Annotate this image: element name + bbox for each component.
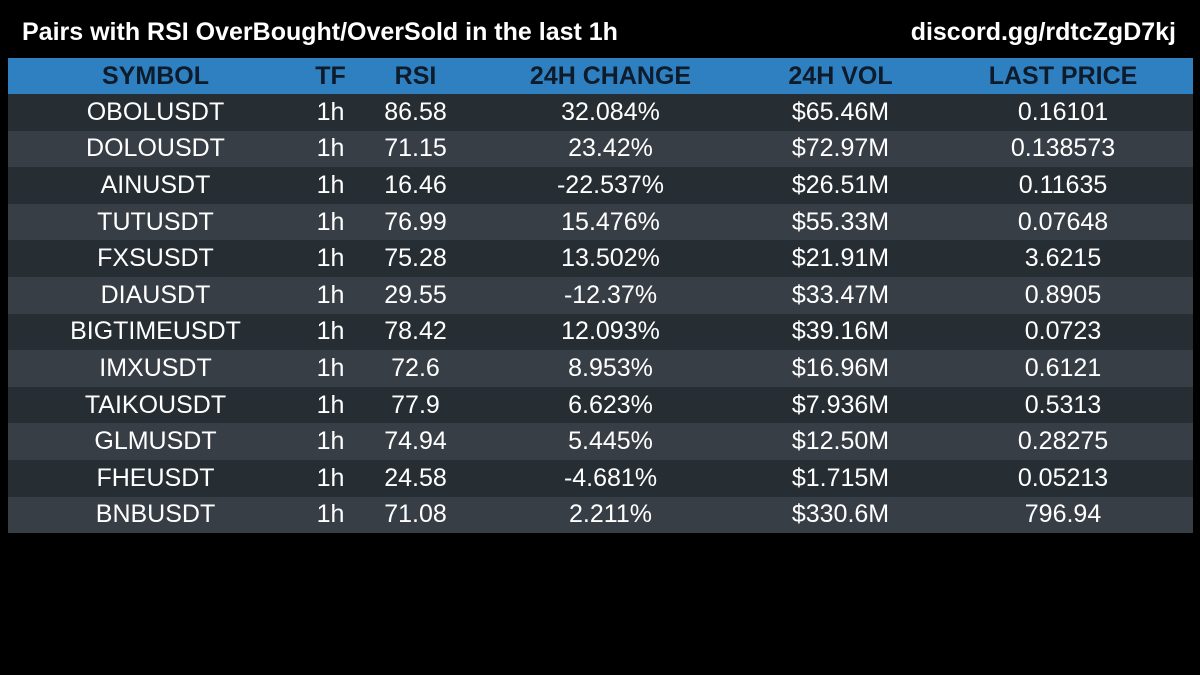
symbol-cell: GLMUSDT — [8, 423, 303, 460]
change-cell: -4.681% — [473, 459, 748, 497]
symbol-cell: TAIKOUSDT — [8, 386, 303, 424]
price-cell: 0.05213 — [933, 459, 1193, 497]
timeframe-cell: 1h — [303, 94, 358, 131]
table-header-row: SYMBOL TF RSI 24H CHANGE 24H VOL LAST PR… — [8, 58, 1193, 94]
table-row: OBOLUSDT 1h 86.58 32.084% $65.46M 0.16101 — [8, 94, 1193, 131]
volume-cell: $72.97M — [748, 130, 933, 168]
price-cell: 0.07648 — [933, 203, 1193, 241]
volume-cell: $21.91M — [748, 240, 933, 277]
change-cell: 8.953% — [473, 350, 748, 387]
change-cell: -22.537% — [473, 167, 748, 204]
table-row: IMXUSDT 1h 72.6 8.953% $16.96M 0.6121 — [8, 350, 1193, 387]
table-row: TUTUSDT 1h 76.99 15.476% $55.33M 0.07648 — [8, 203, 1193, 241]
volume-cell: $16.96M — [748, 350, 933, 387]
volume-cell: $33.47M — [748, 276, 933, 314]
volume-cell: $12.50M — [748, 423, 933, 460]
pairs-table: SYMBOL TF RSI 24H CHANGE 24H VOL LAST PR… — [8, 58, 1193, 534]
change-cell: 15.476% — [473, 203, 748, 241]
volume-cell: $39.16M — [748, 313, 933, 351]
price-cell: 0.8905 — [933, 276, 1193, 314]
change-cell: 6.623% — [473, 386, 748, 424]
price-cell: 3.6215 — [933, 240, 1193, 277]
price-cell: 796.94 — [933, 496, 1193, 534]
symbol-cell: FXSUSDT — [8, 240, 303, 277]
timeframe-cell: 1h — [303, 386, 358, 424]
column-header-rsi[interactable]: RSI — [358, 58, 473, 94]
symbol-cell: BNBUSDT — [8, 496, 303, 534]
rsi-cell: 77.9 — [358, 386, 473, 424]
rsi-cell: 71.08 — [358, 496, 473, 534]
table-row: BNBUSDT 1h 71.08 2.211% $330.6M 796.94 — [8, 496, 1193, 534]
change-cell: 2.211% — [473, 496, 748, 534]
table-row: DOLOUSDT 1h 71.15 23.42% $72.97M 0.138573 — [8, 130, 1193, 168]
table-row: AINUSDT 1h 16.46 -22.537% $26.51M 0.11635 — [8, 167, 1193, 204]
symbol-cell: BIGTIMEUSDT — [8, 313, 303, 351]
column-header-24h-vol[interactable]: 24H VOL — [748, 58, 933, 94]
price-cell: 0.0723 — [933, 313, 1193, 351]
change-cell: 5.445% — [473, 423, 748, 460]
price-cell: 0.11635 — [933, 167, 1193, 204]
table-body: OBOLUSDT 1h 86.58 32.084% $65.46M 0.16101 DOLO… — [8, 94, 1193, 534]
price-cell: 0.28275 — [933, 423, 1193, 460]
change-cell: 12.093% — [473, 313, 748, 351]
timeframe-cell: 1h — [303, 350, 358, 387]
column-header-24h-change[interactable]: 24H CHANGE — [473, 58, 748, 94]
volume-cell: $330.6M — [748, 496, 933, 534]
symbol-cell: DIAUSDT — [8, 276, 303, 314]
price-cell: 0.16101 — [933, 94, 1193, 131]
change-cell: 32.084% — [473, 94, 748, 131]
timeframe-cell: 1h — [303, 240, 358, 277]
change-cell: 13.502% — [473, 240, 748, 277]
rsi-cell: 72.6 — [358, 350, 473, 387]
rsi-cell: 76.99 — [358, 203, 473, 241]
rsi-cell: 86.58 — [358, 94, 473, 131]
column-header-symbol[interactable]: SYMBOL — [8, 58, 303, 94]
rsi-cell: 75.28 — [358, 240, 473, 277]
symbol-cell: AINUSDT — [8, 167, 303, 204]
timeframe-cell: 1h — [303, 130, 358, 168]
table-row: TAIKOUSDT 1h 77.9 6.623% $7.936M 0.5313 — [8, 386, 1193, 424]
volume-cell: $65.46M — [748, 94, 933, 131]
symbol-cell: FHEUSDT — [8, 459, 303, 497]
table-row: DIAUSDT 1h 29.55 -12.37% $33.47M 0.8905 — [8, 276, 1193, 314]
table-row: GLMUSDT 1h 74.94 5.445% $12.50M 0.28275 — [8, 423, 1193, 460]
price-cell: 0.6121 — [933, 350, 1193, 387]
table-row: BIGTIMEUSDT 1h 78.42 12.093% $39.16M 0.0723 — [8, 313, 1193, 351]
rsi-cell: 78.42 — [358, 313, 473, 351]
timeframe-cell: 1h — [303, 167, 358, 204]
rsi-cell: 24.58 — [358, 459, 473, 497]
volume-cell: $1.715M — [748, 459, 933, 497]
volume-cell: $26.51M — [748, 167, 933, 204]
timeframe-cell: 1h — [303, 496, 358, 534]
price-cell: 0.138573 — [933, 130, 1193, 168]
discord-link[interactable]: discord.gg/rdtcZgD7kj — [910, 18, 1176, 46]
rsi-cell: 29.55 — [358, 276, 473, 314]
table-row: FHEUSDT 1h 24.58 -4.681% $1.715M 0.05213 — [8, 459, 1193, 497]
timeframe-cell: 1h — [303, 423, 358, 460]
volume-cell: $7.936M — [748, 386, 933, 424]
change-cell: 23.42% — [473, 130, 748, 168]
symbol-cell: DOLOUSDT — [8, 130, 303, 168]
page-title: Pairs with RSI OverBought/OverSold in th… — [22, 18, 618, 46]
column-header-last-price[interactable]: LAST PRICE — [933, 58, 1193, 94]
timeframe-cell: 1h — [303, 276, 358, 314]
price-cell: 0.5313 — [933, 386, 1193, 424]
volume-cell: $55.33M — [748, 203, 933, 241]
symbol-cell: IMXUSDT — [8, 350, 303, 387]
timeframe-cell: 1h — [303, 459, 358, 497]
table-row: FXSUSDT 1h 75.28 13.502% $21.91M 3.6215 — [8, 240, 1193, 277]
rsi-cell: 16.46 — [358, 167, 473, 204]
column-header-tf[interactable]: TF — [303, 58, 358, 94]
rsi-cell: 74.94 — [358, 423, 473, 460]
timeframe-cell: 1h — [303, 203, 358, 241]
symbol-cell: OBOLUSDT — [8, 94, 303, 131]
symbol-cell: TUTUSDT — [8, 203, 303, 241]
rsi-cell: 71.15 — [358, 130, 473, 168]
change-cell: -12.37% — [473, 276, 748, 314]
timeframe-cell: 1h — [303, 313, 358, 351]
